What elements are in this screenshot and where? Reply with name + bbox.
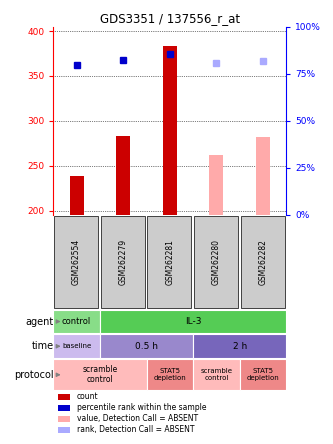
Bar <box>163 46 177 215</box>
FancyBboxPatch shape <box>101 216 145 308</box>
FancyBboxPatch shape <box>53 309 100 333</box>
Text: GSM262554: GSM262554 <box>72 239 81 285</box>
Bar <box>58 427 70 433</box>
Text: count: count <box>77 392 98 401</box>
FancyBboxPatch shape <box>54 216 98 308</box>
Text: GSM262280: GSM262280 <box>212 239 221 285</box>
Bar <box>256 137 270 215</box>
Text: rank, Detection Call = ABSENT: rank, Detection Call = ABSENT <box>77 425 194 434</box>
Text: control: control <box>62 317 91 326</box>
FancyBboxPatch shape <box>148 216 191 308</box>
Text: IL-3: IL-3 <box>185 317 201 326</box>
Text: scramble
control: scramble control <box>200 368 232 381</box>
Text: 0.5 h: 0.5 h <box>135 342 158 351</box>
FancyBboxPatch shape <box>193 359 240 390</box>
FancyBboxPatch shape <box>193 334 286 358</box>
Title: GDS3351 / 137556_r_at: GDS3351 / 137556_r_at <box>100 12 240 25</box>
Text: time: time <box>32 341 54 351</box>
Text: baseline: baseline <box>62 343 91 349</box>
FancyBboxPatch shape <box>240 359 286 390</box>
Text: value, Detection Call = ABSENT: value, Detection Call = ABSENT <box>77 414 198 423</box>
Text: protocol: protocol <box>14 370 54 380</box>
FancyBboxPatch shape <box>241 216 284 308</box>
FancyBboxPatch shape <box>100 309 286 333</box>
Text: scramble
control: scramble control <box>82 365 118 385</box>
Text: 2 h: 2 h <box>233 342 247 351</box>
FancyBboxPatch shape <box>53 359 147 390</box>
Bar <box>70 175 84 215</box>
FancyBboxPatch shape <box>194 216 238 308</box>
Bar <box>58 394 70 400</box>
Bar <box>58 405 70 411</box>
Bar <box>209 155 223 215</box>
FancyBboxPatch shape <box>147 359 193 390</box>
Text: agent: agent <box>26 317 54 326</box>
Bar <box>116 136 130 215</box>
Bar <box>58 416 70 422</box>
Text: GSM262281: GSM262281 <box>165 239 174 285</box>
Text: STAT5
depletion: STAT5 depletion <box>154 368 186 381</box>
FancyBboxPatch shape <box>53 334 100 358</box>
FancyBboxPatch shape <box>100 334 193 358</box>
Text: percentile rank within the sample: percentile rank within the sample <box>77 403 206 412</box>
Text: GSM262279: GSM262279 <box>119 239 128 285</box>
Text: GSM262282: GSM262282 <box>258 239 268 285</box>
Text: STAT5
depletion: STAT5 depletion <box>247 368 279 381</box>
